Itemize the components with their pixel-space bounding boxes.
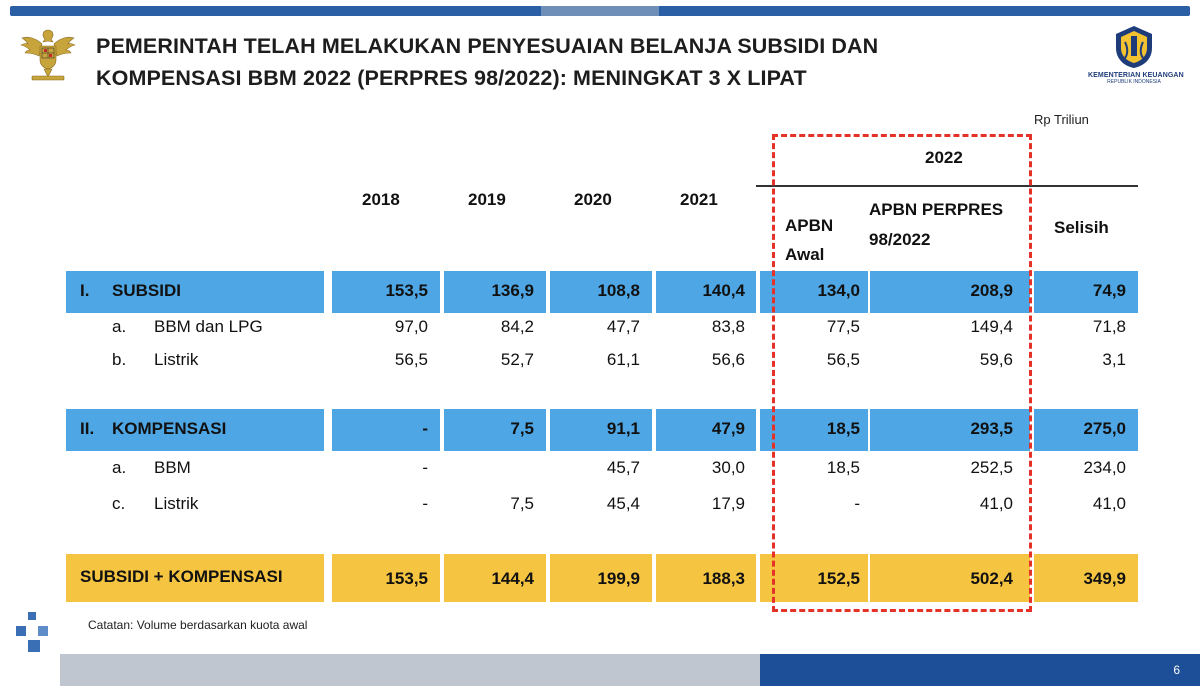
bbm-lpg-2020: 47,7 bbox=[606, 317, 640, 336]
header-selisih: Selisih bbox=[1054, 218, 1109, 237]
kemenkeu-emblem-icon bbox=[1116, 26, 1152, 68]
logo-text-2: REPUBLIK INDONESIA bbox=[1107, 79, 1161, 85]
footer-bar: 6 bbox=[0, 654, 1200, 690]
header-2021: 2021 bbox=[680, 190, 718, 209]
header-perpres-1: APBN PERPRES bbox=[869, 200, 1004, 219]
total-2018: 153,5 bbox=[385, 569, 428, 588]
kompensasi-num: II. bbox=[80, 419, 95, 438]
header-perpres-2: 98/2022 bbox=[869, 230, 931, 249]
kompensasi-perpres: 293,5 bbox=[970, 419, 1013, 438]
listrik1-2020: 61,1 bbox=[606, 350, 640, 369]
listrik2-num: c. bbox=[112, 494, 126, 513]
bbm-lpg-selisih: 71,8 bbox=[1092, 317, 1126, 336]
total-2020: 199,9 bbox=[597, 569, 640, 588]
title-line-1: PEMERINTAH TELAH MELAKUKAN PENYESUAIAN B… bbox=[96, 34, 879, 58]
logo-text-1: KEMENTERIAN KEUANGAN bbox=[1088, 72, 1184, 79]
listrik2-perpres: 41,0 bbox=[979, 494, 1013, 513]
kompensasi-2019: 7,5 bbox=[510, 419, 534, 438]
header-2020: 2020 bbox=[574, 190, 612, 209]
bbm-2018: - bbox=[422, 458, 428, 477]
header-apbn-awal-1: APBN bbox=[785, 216, 834, 235]
bbm-perpres: 252,5 bbox=[970, 458, 1013, 477]
bbm-lpg-2021: 83,8 bbox=[711, 317, 745, 336]
bbm-2020: 45,7 bbox=[606, 458, 640, 477]
header-apbn-awal-2: Awal bbox=[785, 245, 825, 264]
kompensasi-label: KOMPENSASI bbox=[112, 419, 227, 438]
subsidi-2019: 136,9 bbox=[491, 281, 534, 300]
total-2019: 144,4 bbox=[491, 569, 534, 588]
listrik2-2020: 45,4 bbox=[606, 494, 640, 513]
listrik1-2021: 56,6 bbox=[711, 350, 745, 369]
bbm-lpg-label: BBM dan LPG bbox=[154, 317, 263, 336]
listrik2-apbn-awal: - bbox=[854, 494, 860, 513]
bbm-apbn-awal: 18,5 bbox=[826, 458, 860, 477]
kompensasi-2021: 47,9 bbox=[711, 419, 745, 438]
total-label: SUBSIDI + KOMPENSASI bbox=[80, 567, 283, 586]
total-2021: 188,3 bbox=[702, 569, 745, 588]
subsidi-label-band bbox=[66, 271, 324, 313]
highlight-2022-box bbox=[772, 134, 1032, 612]
subsidi-selisih: 74,9 bbox=[1092, 281, 1126, 300]
bbm-2021: 30,0 bbox=[711, 458, 745, 477]
kompensasi-2020: 91,1 bbox=[606, 419, 640, 438]
kompensasi-label-band bbox=[66, 409, 324, 451]
bbm-lpg-apbn-awal: 77,5 bbox=[826, 317, 860, 336]
bbm-lpg-num: a. bbox=[112, 317, 127, 336]
total-apbn-awal: 152,5 bbox=[817, 569, 860, 588]
garuda-emblem-icon bbox=[20, 29, 76, 81]
deco-square bbox=[16, 626, 26, 636]
listrik2-label: Listrik bbox=[154, 494, 199, 513]
bbm-label: BBM bbox=[154, 458, 191, 477]
listrik2-2018: - bbox=[422, 494, 428, 513]
listrik1-apbn-awal: 56,5 bbox=[826, 350, 860, 369]
title-line-2: KOMPENSASI BBM 2022 (PERPRES 98/2022): M… bbox=[96, 66, 807, 90]
bbm-lpg-2019: 84,2 bbox=[500, 317, 534, 336]
kemenkeu-logo: KEMENTERIAN KEUANGAN REPUBLIK INDONESIA bbox=[1088, 24, 1184, 96]
listrik1-2018: 56,5 bbox=[394, 350, 428, 369]
listrik1-selisih: 3,1 bbox=[1102, 350, 1126, 369]
listrik2-selisih: 41,0 bbox=[1092, 494, 1126, 513]
total-label-band bbox=[66, 554, 324, 602]
subsidi-2018: 153,5 bbox=[385, 281, 428, 300]
listrik1-label: Listrik bbox=[154, 350, 199, 369]
subsidi-apbn-awal: 134,0 bbox=[817, 281, 860, 300]
subsidi-2020: 108,8 bbox=[597, 281, 640, 300]
page-number: 6 bbox=[1173, 663, 1180, 677]
listrik1-num: b. bbox=[112, 350, 127, 369]
subsidi-num: I. bbox=[80, 281, 90, 300]
bbm-lpg-2018: 97,0 bbox=[394, 317, 428, 336]
slide-title: PEMERINTAH TELAH MELAKUKAN PENYESUAIAN B… bbox=[96, 30, 996, 94]
bbm-lpg-perpres: 149,4 bbox=[970, 317, 1013, 336]
header-2018: 2018 bbox=[362, 190, 400, 209]
total-perpres: 502,4 bbox=[970, 569, 1013, 588]
listrik2-2019: 7,5 bbox=[510, 494, 534, 513]
kompensasi-apbn-awal: 18,5 bbox=[826, 419, 860, 438]
deco-square bbox=[28, 612, 36, 620]
deco-square bbox=[38, 626, 48, 636]
deco-square bbox=[28, 640, 40, 652]
listrik1-perpres: 59,6 bbox=[979, 350, 1013, 369]
subsidi-label: SUBSIDI bbox=[112, 281, 181, 300]
header-2022: 2022 bbox=[925, 148, 963, 167]
header-divider bbox=[756, 185, 1138, 187]
bbm-selisih: 234,0 bbox=[1083, 458, 1126, 477]
subsidi-2021: 140,4 bbox=[702, 281, 745, 300]
listrik1-2019: 52,7 bbox=[500, 350, 534, 369]
footnote: Catatan: Volume berdasarkan kuota awal bbox=[88, 618, 308, 632]
header-2019: 2019 bbox=[468, 190, 506, 209]
kompensasi-selisih: 275,0 bbox=[1083, 419, 1126, 438]
unit-label: Rp Triliun bbox=[1034, 112, 1089, 127]
subsidi-perpres: 208,9 bbox=[970, 281, 1013, 300]
total-selisih: 349,9 bbox=[1083, 569, 1126, 588]
kompensasi-2018: - bbox=[422, 419, 428, 438]
top-border bbox=[10, 6, 1190, 16]
listrik2-2021: 17,9 bbox=[711, 494, 745, 513]
bbm-num: a. bbox=[112, 458, 127, 477]
